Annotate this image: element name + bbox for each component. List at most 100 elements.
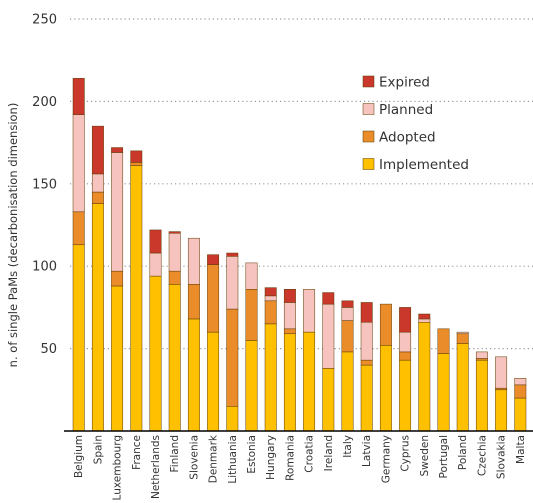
bar-expired-denmark — [207, 254, 220, 265]
bar-planned-malta — [514, 378, 527, 386]
y-axis-title: n. of single PaMs (decarbonisation dimen… — [6, 103, 20, 368]
bar-implemented-slovakia — [495, 389, 508, 432]
bar-adopted-finland — [168, 270, 181, 285]
bar-adopted-malta — [514, 384, 527, 399]
bars — [72, 78, 527, 432]
x-tick-label: Germany — [380, 435, 392, 483]
bar-planned-cyprus — [399, 331, 412, 353]
bar-expired-latvia — [360, 302, 373, 323]
bar-adopted-italy — [341, 320, 354, 353]
bar-adopted-luxembourg — [111, 270, 124, 287]
bar-adopted-portugal — [437, 328, 450, 354]
bar-expired-romania — [283, 289, 296, 303]
bar-expired-italy — [341, 300, 354, 308]
bar-planned-sweden — [418, 318, 431, 323]
legend-swatch-adopted — [362, 130, 375, 143]
bar-adopted-hungary — [264, 300, 277, 325]
bar-adopted-slovenia — [187, 284, 200, 320]
legend: Expired Planned Adopted Implemented — [362, 75, 469, 173]
bar-planned-slovenia — [187, 237, 200, 285]
x-tick-label: Slovakia — [496, 435, 508, 479]
bar-adopted-cyprus — [399, 351, 412, 361]
y-tick-label: 50 — [40, 342, 57, 357]
bar-implemented-latvia — [360, 364, 373, 432]
y-tick-label: 200 — [32, 95, 57, 110]
bar-adopted-denmark — [207, 264, 220, 333]
bar-implemented-france — [130, 165, 143, 432]
bar-expired-sweden — [418, 313, 431, 320]
y-tick-label: 250 — [32, 13, 57, 28]
legend-label-expired: Expired — [379, 75, 430, 91]
x-tick-label: Lithuania — [227, 435, 239, 484]
bar-implemented-netherlands — [149, 275, 162, 432]
x-tick-label: Spain — [92, 435, 104, 464]
bar-implemented-cyprus — [399, 359, 412, 432]
legend-label-implemented: Implemented — [379, 157, 469, 173]
bar-implemented-germany — [379, 345, 392, 432]
bar-expired-hungary — [264, 287, 277, 297]
legend-label-adopted: Adopted — [379, 130, 436, 146]
x-tick-label: Portugal — [438, 435, 450, 479]
bar-implemented-croatia — [303, 331, 316, 432]
legend-swatch-planned — [362, 103, 375, 115]
x-tick-label: Netherlands — [150, 435, 162, 499]
x-tick-label: Croatia — [304, 435, 316, 473]
bar-expired-ireland — [322, 292, 335, 305]
x-tick-label: Cyprus — [400, 435, 412, 472]
bar-planned-italy — [341, 307, 354, 321]
y-tick-label: 150 — [32, 177, 57, 192]
legend-swatch-implemented — [362, 158, 375, 170]
bar-implemented-hungary — [264, 323, 277, 432]
legend-label-planned: Planned — [379, 102, 433, 118]
bar-planned-lithuania — [226, 256, 239, 310]
bar-adopted-germany — [379, 303, 392, 346]
bar-implemented-romania — [283, 333, 296, 432]
bar-planned-poland — [456, 331, 469, 335]
bar-implemented-belgium — [72, 244, 85, 432]
bar-expired-luxembourg — [111, 147, 124, 153]
x-tick-label: Estonia — [246, 435, 258, 474]
x-tick-label: Luxembourg — [112, 435, 124, 500]
bar-implemented-poland — [456, 343, 469, 432]
x-tick-label: Romania — [284, 435, 296, 481]
x-tick-label: Poland — [457, 435, 469, 470]
bar-expired-belgium — [72, 78, 85, 115]
x-tick-label: Czechia — [476, 435, 488, 476]
bar-expired-france — [130, 150, 143, 163]
bar-implemented-denmark — [207, 331, 220, 432]
bar-planned-latvia — [360, 321, 373, 361]
x-tick-label: Slovenia — [188, 435, 200, 480]
x-tick-label: France — [131, 435, 143, 470]
bar-planned-spain — [91, 173, 104, 193]
bar-expired-lithuania — [226, 252, 239, 257]
bar-planned-croatia — [303, 289, 316, 333]
bar-adopted-poland — [456, 333, 469, 344]
bar-implemented-luxembourg — [111, 285, 124, 432]
bar-implemented-finland — [168, 284, 181, 432]
bar-implemented-italy — [341, 351, 354, 432]
bar-adopted-romania — [283, 328, 296, 335]
bar-expired-spain — [91, 125, 104, 175]
x-tick-label: Finland — [169, 435, 181, 473]
y-axis-ticks: 50 100 150 200 250 — [32, 13, 57, 358]
bar-expired-finland — [168, 231, 181, 234]
y-tick-label: 100 — [32, 260, 57, 275]
bar-planned-finland — [168, 232, 181, 272]
bar-implemented-czechia — [475, 359, 488, 432]
bar-implemented-slovenia — [187, 318, 200, 432]
x-tick-label: Italy — [342, 435, 354, 458]
bar-adopted-estonia — [245, 289, 258, 341]
bar-planned-romania — [283, 302, 296, 330]
bar-planned-netherlands — [149, 252, 162, 277]
bar-implemented-sweden — [418, 321, 431, 432]
x-tick-label: Ireland — [323, 435, 335, 471]
x-tick-label: Hungary — [265, 435, 277, 480]
gridlines — [70, 18, 533, 350]
bar-expired-netherlands — [149, 229, 162, 254]
x-axis-labels: Belgium Spain Luxembourg France Netherlands F… — [73, 434, 527, 500]
x-tick-label: Malta — [515, 435, 527, 464]
bar-implemented-malta — [514, 397, 527, 432]
bar-planned-estonia — [245, 262, 258, 290]
bar-expired-cyprus — [399, 307, 412, 333]
